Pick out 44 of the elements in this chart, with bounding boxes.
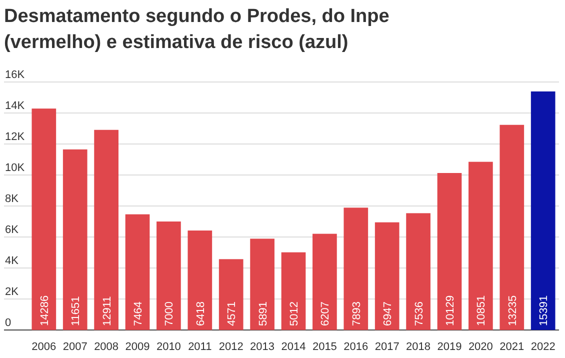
data-label: 13235 [506, 295, 519, 326]
x-tick-label: 2012 [218, 341, 244, 353]
y-tick-label: 14K [5, 100, 26, 112]
x-tick-label: 2010 [156, 341, 181, 353]
y-tick-label: 8K [5, 193, 20, 205]
x-tick-label: 2007 [62, 341, 88, 353]
x-tick-label: 2019 [437, 341, 462, 353]
data-label: 6418 [194, 302, 207, 326]
y-tick-label: 10K [5, 162, 26, 174]
x-tick-label: 2022 [530, 341, 556, 353]
data-label: 7464 [132, 302, 145, 326]
x-tick-label: 2011 [188, 341, 212, 353]
x-tick-label: 2016 [344, 341, 368, 353]
data-label: 5891 [257, 302, 270, 326]
data-label: 4571 [226, 302, 238, 326]
chart-title: Desmatamento segundo o Prodes, do Inpe (vermelho) e estimativa de risco (azul) [4, 6, 390, 53]
y-tick-label: 4K [5, 255, 20, 267]
data-label: 11651 [70, 296, 82, 326]
x-tick-label: 2013 [250, 341, 275, 353]
x-tick-label: 2020 [468, 341, 493, 353]
data-label: 7536 [413, 302, 426, 326]
x-tick-label: 2021 [500, 341, 524, 353]
data-label: 12911 [101, 296, 114, 326]
x-tick-label: 2017 [374, 341, 400, 353]
y-tick-label: 6K [5, 224, 20, 236]
x-tick-label: 2009 [125, 341, 150, 353]
data-label: 7893 [350, 302, 363, 326]
data-label: 5012 [288, 302, 300, 326]
x-tick-label: 2015 [312, 341, 337, 353]
data-label: 6947 [382, 302, 394, 326]
x-tick-label: 2018 [406, 341, 431, 353]
y-tick-label: 12K [5, 131, 26, 143]
x-tick-label: 2006 [32, 341, 56, 353]
data-label: 6207 [320, 302, 332, 326]
data-label: 14286 [38, 295, 51, 326]
x-tick-label: 2014 [281, 341, 306, 353]
data-label: 15391 [538, 295, 550, 326]
y-tick-label: 16K [5, 69, 26, 81]
y-tick-label: 0 [5, 317, 12, 329]
data-label: 10129 [444, 295, 456, 326]
data-label: 7000 [164, 302, 176, 326]
data-label: 10851 [476, 295, 488, 326]
y-tick-label: 2K [5, 286, 20, 298]
x-tick-label: 2008 [94, 341, 119, 353]
